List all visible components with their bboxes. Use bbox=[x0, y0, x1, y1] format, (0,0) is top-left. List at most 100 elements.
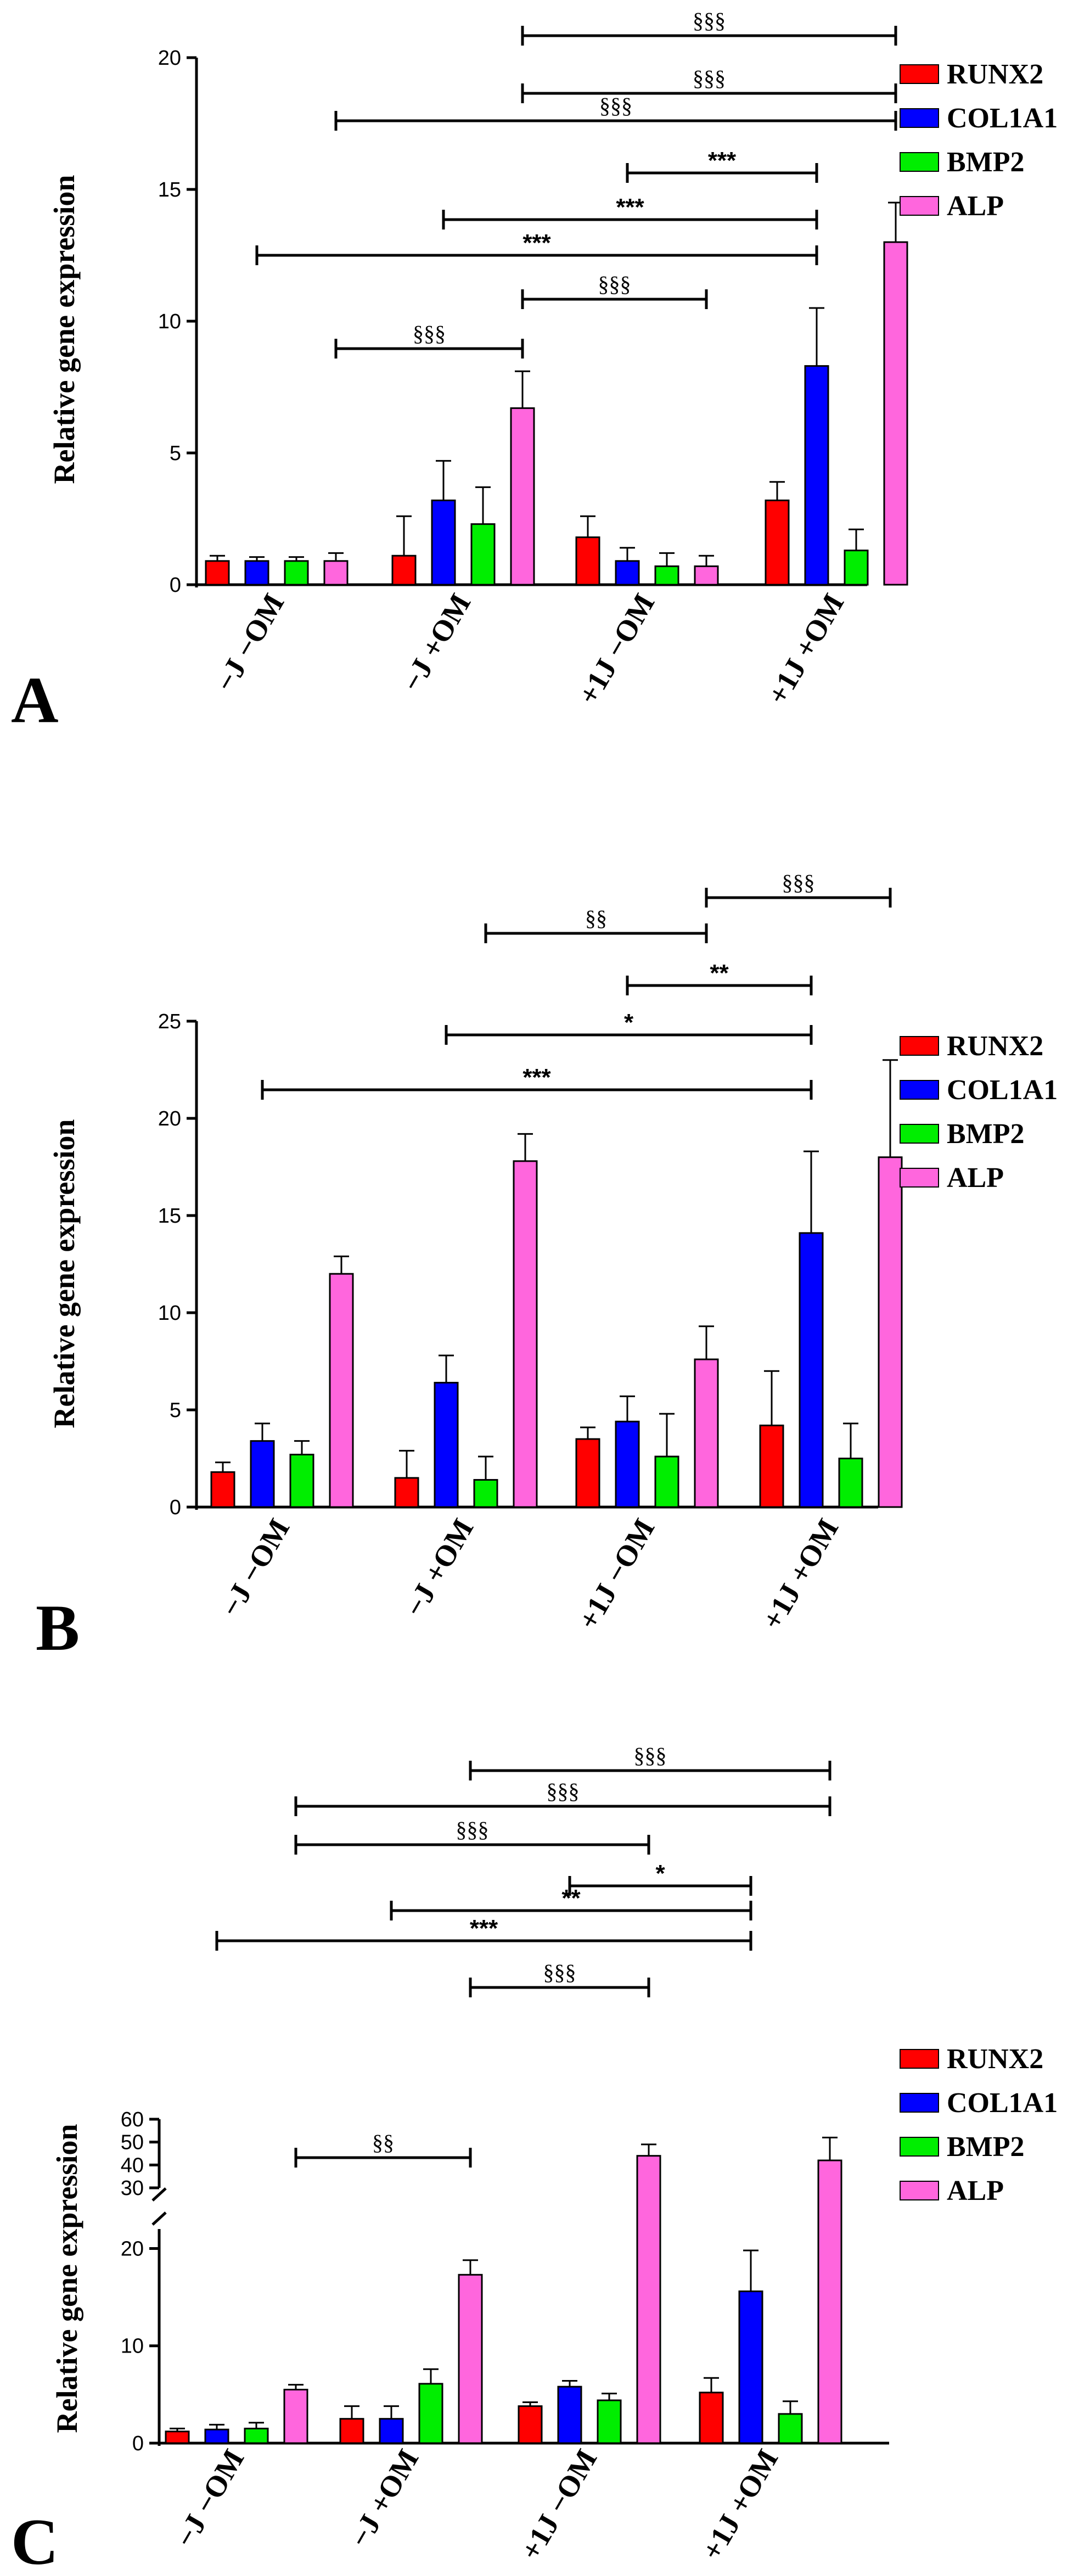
bar-col1a1-4 bbox=[799, 1232, 824, 1508]
significance-label: *** bbox=[522, 229, 551, 256]
legend-swatch-runx2 bbox=[900, 2049, 939, 2069]
axis-break-mark bbox=[151, 2211, 167, 2226]
bar-alp-3 bbox=[694, 1358, 719, 1508]
bar-alp-3 bbox=[694, 565, 719, 586]
significance-label: ** bbox=[710, 960, 729, 987]
bar-runx2-3 bbox=[575, 536, 600, 586]
significance-bracket: §§ bbox=[484, 906, 708, 943]
legend-swatch-runx2 bbox=[900, 1036, 939, 1056]
bar-col1a1-4 bbox=[738, 2290, 763, 2444]
x-category-label: −J +OM bbox=[398, 1513, 480, 1622]
panel-label: B bbox=[36, 1591, 80, 1664]
bar-col1a1-3 bbox=[615, 560, 640, 586]
bar-col1a1-1 bbox=[204, 2428, 229, 2444]
bar-bmp2-2 bbox=[473, 1479, 498, 1508]
legend-swatch-bmp2 bbox=[900, 2137, 939, 2157]
legend-label: COL1A1 bbox=[947, 103, 1058, 134]
bar-col1a1-1 bbox=[244, 560, 269, 586]
significance-bracket: *** bbox=[215, 1915, 752, 1951]
x-category-label: −J −OM bbox=[214, 1513, 296, 1622]
legend: RUNX2 COL1A1 BMP2 ALP bbox=[900, 2043, 1058, 2207]
significance-label: §§§ bbox=[547, 1779, 580, 1804]
legend: RUNX2 COL1A1 BMP2 ALP bbox=[900, 59, 1058, 222]
significance-bracket: §§§ bbox=[469, 1960, 650, 1997]
significance-bracket: §§§ bbox=[334, 321, 524, 359]
x-category-label: −J +OM bbox=[343, 2444, 425, 2553]
legend-label: ALP bbox=[947, 1162, 1004, 1194]
bar-runx2-2 bbox=[394, 1477, 419, 1508]
x-category-label: −J −OM bbox=[209, 588, 290, 697]
legend: RUNX2 COL1A1 BMP2 ALP bbox=[900, 1031, 1058, 1194]
significance-label: §§ bbox=[372, 2130, 394, 2155]
y-tick-label: 30 bbox=[121, 2177, 144, 2200]
bar-bmp2-4 bbox=[844, 550, 869, 586]
x-category-label: +1J +OM bbox=[761, 588, 850, 710]
y-tick-label: 0 bbox=[170, 574, 181, 597]
significance-bracket: * bbox=[568, 1860, 752, 1896]
significance-label: §§§ bbox=[782, 870, 815, 895]
y-tick-label: 25 bbox=[158, 1010, 181, 1033]
chart-panel-a: 0 5 10 15 20 Relative gene expression −J −OM −J… bbox=[11, 8, 1058, 736]
legend-label: ALP bbox=[947, 191, 1004, 222]
axis-break-mark bbox=[151, 2187, 167, 2202]
bar-bmp2-4 bbox=[778, 2413, 803, 2444]
legend-swatch-alp bbox=[900, 196, 939, 216]
y-tick-label: 0 bbox=[132, 2432, 144, 2455]
legend-swatch-bmp2 bbox=[900, 1124, 939, 1144]
bar-col1a1-3 bbox=[557, 2385, 582, 2444]
x-category-label: +1J +OM bbox=[695, 2444, 784, 2566]
significance-label: §§§ bbox=[543, 1960, 576, 1985]
significance-bracket: *** bbox=[626, 147, 818, 183]
bar-col1a1-3 bbox=[615, 1420, 640, 1508]
significance-label: * bbox=[655, 1860, 665, 1887]
chart-panel-b: 0 5 10 15 20 25 Relative gene expression −J −OM… bbox=[36, 870, 1058, 1664]
y-tick-label: 0 bbox=[170, 1496, 181, 1519]
significance-bracket: §§§ bbox=[294, 1779, 831, 1816]
bar-alp-2 bbox=[458, 2273, 483, 2444]
legend-swatch-alp bbox=[900, 1168, 939, 1188]
significance-bracket: §§§ bbox=[521, 272, 708, 309]
significance-label: *** bbox=[470, 1915, 498, 1942]
significance-label: §§ bbox=[585, 906, 607, 931]
panel-label: C bbox=[11, 2505, 59, 2576]
bar-alp-4 bbox=[883, 241, 908, 586]
bar-bmp2-3 bbox=[597, 2399, 622, 2444]
bar-bmp2-3 bbox=[654, 1455, 679, 1508]
bar-runx2-3 bbox=[518, 2405, 543, 2444]
bar-runx2-2 bbox=[339, 2418, 364, 2444]
y-tick-label: 20 bbox=[121, 2237, 144, 2260]
x-category-label: +1J +OM bbox=[755, 1513, 845, 1635]
y-tick-label: 5 bbox=[170, 1399, 181, 1422]
bar-runx2-4 bbox=[759, 1424, 784, 1508]
y-tick-label: 40 bbox=[121, 2154, 144, 2177]
bar-col1a1-2 bbox=[431, 499, 456, 586]
bar-col1a1-1 bbox=[250, 1440, 275, 1508]
bar-runx2-4 bbox=[765, 499, 790, 586]
significance-label: *** bbox=[522, 1064, 551, 1091]
significance-bracket: ** bbox=[390, 1885, 752, 1920]
significance-bracket: §§ bbox=[294, 2130, 472, 2168]
significance-label: *** bbox=[708, 147, 737, 174]
bar-alp-4 bbox=[878, 1156, 903, 1508]
y-tick-label: 20 bbox=[158, 47, 181, 70]
y-tick-label: 20 bbox=[158, 1107, 181, 1130]
significance-label: *** bbox=[616, 194, 644, 221]
significance-bracket: *** bbox=[261, 1064, 813, 1100]
legend-label: BMP2 bbox=[947, 2131, 1025, 2163]
significance-label: §§§ bbox=[693, 8, 726, 33]
panel-label: A bbox=[11, 663, 59, 736]
significance-bracket: §§§ bbox=[334, 93, 897, 131]
legend-label: COL1A1 bbox=[947, 1074, 1058, 1106]
bar-alp-4 bbox=[817, 2159, 842, 2444]
bar-bmp2-4 bbox=[838, 1458, 863, 1508]
significance-bracket: ** bbox=[626, 960, 813, 995]
significance-bracket: §§§ bbox=[521, 8, 897, 46]
bar-bmp2-3 bbox=[654, 565, 679, 586]
significance-label: * bbox=[624, 1009, 634, 1036]
significance-bracket: * bbox=[445, 1009, 813, 1045]
bar-runx2-1 bbox=[205, 560, 230, 586]
significance-bracket: §§§ bbox=[469, 1743, 831, 1780]
y-tick-label: 50 bbox=[121, 2131, 144, 2154]
x-category-label: −J −OM bbox=[168, 2444, 250, 2553]
